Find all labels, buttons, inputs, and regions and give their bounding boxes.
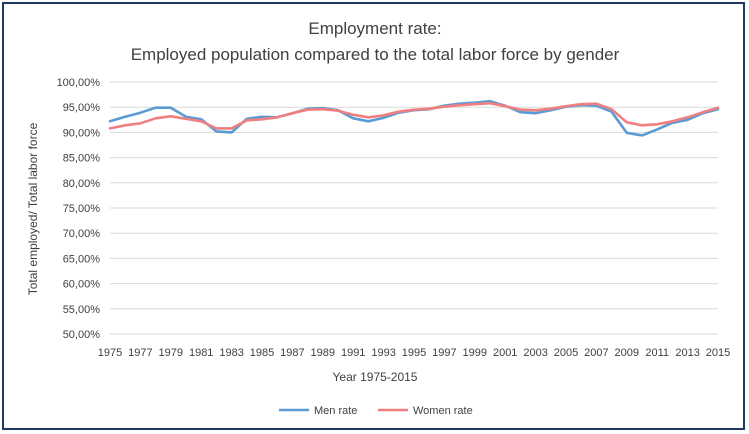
x-tick-label: 1977 [128, 347, 152, 359]
x-tick-label: 2011 [645, 347, 669, 359]
x-tick-label: 1995 [402, 347, 426, 359]
x-tick-label: 1987 [280, 347, 304, 359]
y-tick-label: 60,00% [63, 279, 101, 291]
x-tick-label: 2005 [554, 347, 578, 359]
y-tick-label: 95,00% [63, 102, 101, 114]
x-tick-label: 1999 [463, 347, 487, 359]
employment-rate-chart: Employment rate: Employed population com… [26, 19, 730, 417]
x-tick-label: 1983 [219, 347, 243, 359]
legend-label: Men rate [314, 405, 357, 417]
y-tick-label: 85,00% [63, 153, 101, 165]
x-axis-ticks: 1975 1977 1979 1981 1983 1985 1987 1989 1991 1993… [98, 347, 730, 359]
gridlines [110, 81, 718, 335]
series-lines [108, 99, 720, 137]
legend: Men rate Women rate [279, 405, 473, 417]
x-tick-label: 2007 [584, 347, 608, 359]
chart-frame: Employment rate: Employed population com… [2, 2, 745, 430]
x-tick-label: 1975 [98, 347, 122, 359]
legend-label: Women rate [413, 405, 473, 417]
chart-subtitle: Employed population compared to the tota… [131, 45, 620, 64]
y-axis-ticks: 50,00% 55,00% 60,00% 65,00% 70,00% 75,00% 80,0… [57, 77, 101, 341]
chart-title: Employment rate: [308, 19, 441, 38]
y-tick-label: 55,00% [63, 304, 101, 316]
x-tick-label: 1989 [311, 347, 335, 359]
y-tick-label: 90,00% [63, 127, 101, 139]
y-axis-label: Total employed/ Total labor force [26, 122, 40, 295]
x-tick-label: 1991 [341, 347, 365, 359]
y-tick-label: 50,00% [63, 329, 101, 341]
x-tick-label: 2001 [493, 347, 517, 359]
series-line-men-rate [108, 99, 720, 137]
x-tick-label: 2013 [675, 347, 699, 359]
y-tick-label: 65,00% [63, 253, 101, 265]
x-tick-label: 2009 [615, 347, 639, 359]
x-tick-label: 1981 [189, 347, 213, 359]
x-tick-label: 1997 [432, 347, 456, 359]
y-tick-label: 75,00% [63, 203, 101, 215]
x-tick-label: 1985 [250, 347, 274, 359]
series-line-women-rate [108, 101, 720, 130]
x-tick-label: 1979 [159, 347, 183, 359]
x-tick-label: 2015 [706, 347, 730, 359]
x-tick-label: 2003 [523, 347, 547, 359]
x-tick-label: 1993 [371, 347, 395, 359]
y-tick-label: 100,00% [57, 77, 101, 89]
x-axis-label: Year 1975-2015 [333, 370, 418, 384]
y-tick-label: 70,00% [63, 228, 101, 240]
y-tick-label: 80,00% [63, 178, 101, 190]
